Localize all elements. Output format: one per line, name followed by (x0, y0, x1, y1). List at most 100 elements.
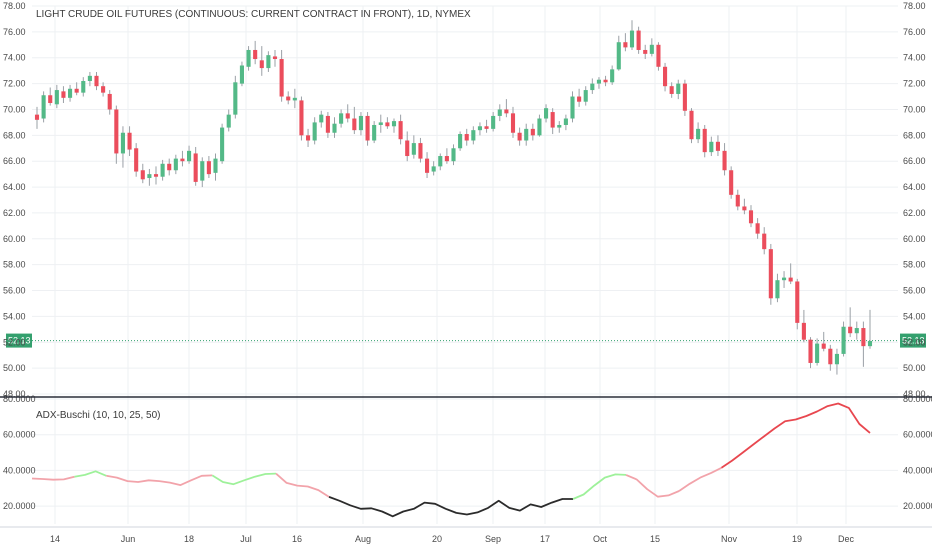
candle-body (312, 122, 317, 141)
main-chart-title: LIGHT CRUDE OIL FUTURES (CONTINUOUS: CUR… (36, 9, 471, 20)
adx-line-segment (275, 472, 330, 498)
candle-body (68, 88, 73, 98)
candle-body (808, 339, 813, 363)
candle-body (735, 194, 740, 207)
price-tick-label-right: 70.00 (903, 104, 926, 114)
candle-body (438, 156, 443, 167)
candle-body (504, 109, 509, 114)
candle-body (815, 343, 820, 363)
candle-body (497, 109, 502, 116)
price-tick-label-left: 54.00 (3, 311, 26, 321)
price-tick-label-right: 64.00 (903, 182, 926, 192)
candle-body (848, 326, 853, 334)
adx-series (31, 402, 871, 518)
candle-body (775, 280, 780, 299)
adx-line-segment (678, 466, 722, 492)
price-tick-label-left: 48.00 (3, 389, 26, 399)
candle-body (821, 343, 826, 349)
candle-body (867, 340, 873, 347)
adx-tick-label-left: 60.0000 (3, 430, 36, 440)
candle-body (325, 115, 330, 133)
candle-body (603, 79, 608, 83)
candle-body (226, 114, 231, 128)
time-tick-label: 15 (650, 534, 660, 544)
candle-body (676, 83, 681, 94)
candle-body (153, 174, 159, 177)
adx-tick-label-left: 80.0000 (3, 394, 36, 404)
last-price-label-right: 52.13 (902, 336, 925, 346)
price-tick-label-right: 56.00 (903, 286, 926, 296)
candle-body (477, 126, 482, 131)
price-tick-label-left: 74.00 (3, 53, 26, 63)
candle-body (471, 130, 476, 141)
candle-body (854, 328, 859, 334)
time-tick-label: Dec (838, 534, 855, 544)
candle-body (332, 123, 337, 133)
candle-body (101, 86, 106, 93)
candle-body (782, 277, 787, 281)
price-tick-label-right: 72.00 (903, 79, 926, 89)
time-tick-label: 16 (292, 534, 302, 544)
grid (32, 5, 898, 524)
adx-line-segment (328, 496, 573, 518)
candle-body (610, 69, 615, 83)
candle-body (246, 49, 251, 67)
candle-body (398, 121, 403, 140)
candle-body (391, 121, 397, 127)
candle-body (544, 108, 549, 119)
candle-body (173, 158, 178, 171)
price-tick-label-left: 66.00 (3, 156, 26, 166)
price-tick-label-right: 66.00 (903, 156, 926, 166)
price-tick-label-left: 70.00 (3, 104, 26, 114)
price-tick-label-right: 62.00 (903, 208, 926, 218)
price-tick-label-right: 76.00 (903, 27, 926, 37)
candle-body (583, 90, 588, 102)
candle-body (444, 156, 449, 162)
candle-body (702, 128, 707, 153)
last-price-line: 52.13 52.13 (6, 333, 926, 348)
candle-body (34, 114, 40, 120)
candle-body (762, 233, 767, 250)
candle-body (286, 96, 291, 101)
candle-body (748, 210, 754, 224)
price-tick-label-left: 68.00 (3, 130, 26, 140)
candle-body (74, 88, 79, 93)
candle-body (669, 86, 674, 94)
price-tick-label-right: 58.00 (903, 260, 926, 270)
candle-body (722, 150, 727, 171)
candle-body (616, 42, 621, 70)
candle-body (411, 143, 416, 155)
price-tick-label-right: 52.00 (903, 337, 926, 347)
candle-body (550, 112, 555, 128)
adx-line-segment (625, 474, 680, 498)
candle-body (272, 56, 278, 60)
candle-body (656, 44, 661, 67)
candle-body (114, 109, 119, 154)
candle-body (365, 115, 370, 141)
candle-body (755, 223, 760, 234)
candle-body (431, 166, 436, 172)
candle-body (590, 83, 595, 91)
candle-body (167, 163, 172, 171)
time-tick-label: Nov (721, 534, 738, 544)
candle-body (524, 128, 529, 141)
adx-line-segment (211, 472, 277, 486)
time-tick-label: 19 (792, 534, 802, 544)
candle-body (557, 124, 562, 128)
candle-body (266, 55, 271, 69)
candle-body (709, 141, 714, 153)
price-tick-label-right: 60.00 (903, 234, 926, 244)
adx-line-segment (106, 474, 213, 487)
candle-body (841, 326, 846, 354)
candle-body (682, 83, 687, 111)
candle-body (663, 66, 668, 87)
price-tick-label-left: 78.00 (3, 1, 26, 11)
adx-tick-label-left: 20.0000 (3, 501, 36, 511)
last-price-badge-right (900, 333, 926, 348)
time-tick-label: 20 (432, 534, 442, 544)
axes: 48.00 48.00 50.00 50.00 52.00 52.00 54.00 54.00… (3, 1, 932, 544)
candle-body (107, 93, 112, 110)
candle-body (405, 140, 410, 157)
